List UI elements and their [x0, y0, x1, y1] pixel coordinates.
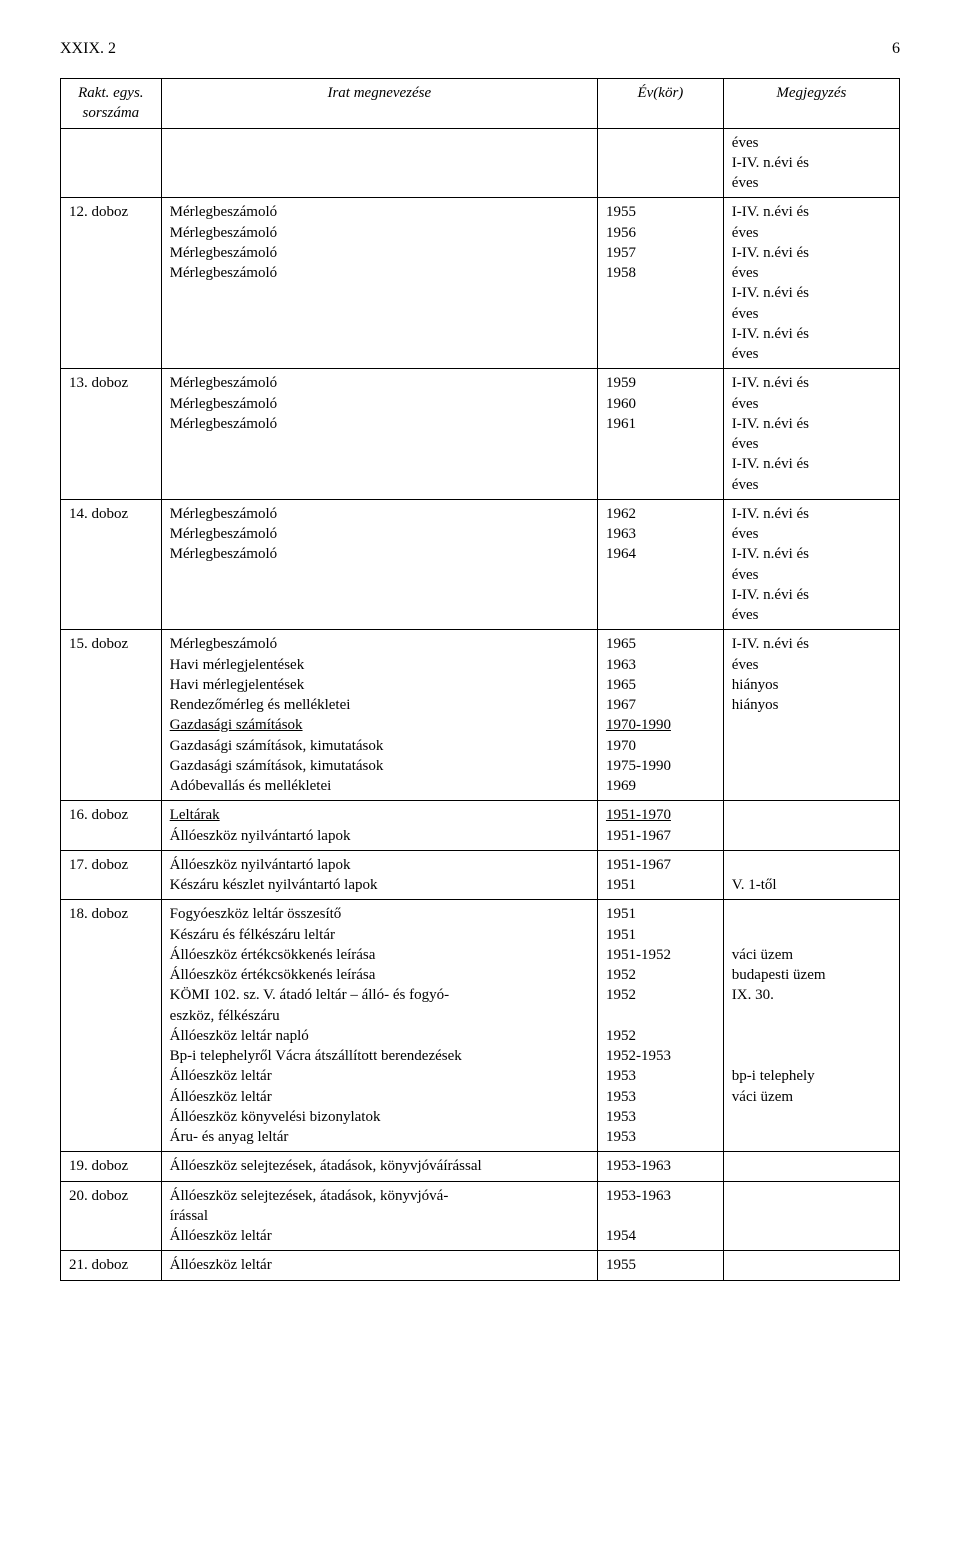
cell-megjegyzes: [723, 801, 899, 851]
cell-megjegyzes: évesI-IV. n.évi éséves: [723, 128, 899, 198]
table-row: 17. dobozÁllóeszköz nyilvántartó lapokKé…: [61, 850, 900, 900]
cell-irat: Állóeszköz selejtezések, átadások, könyv…: [161, 1152, 597, 1181]
table-row: 19. dobozÁllóeszköz selejtezések, átadás…: [61, 1152, 900, 1181]
cell-ev: 1955: [597, 1251, 723, 1280]
document-table: Rakt. egys. sorszáma Irat megnevezése Év…: [60, 78, 900, 1281]
cell-irat: MérlegbeszámolóMérlegbeszámolóMérlegbesz…: [161, 369, 597, 500]
cell-ev: 1953-1963: [597, 1152, 723, 1181]
cell-irat: MérlegbeszámolóMérlegbeszámolóMérlegbesz…: [161, 499, 597, 630]
cell-megjegyzes: I-IV. n.évi ésévesI-IV. n.évi ésévesI-IV…: [723, 499, 899, 630]
table-row: 20. dobozÁllóeszköz selejtezések, átadás…: [61, 1181, 900, 1251]
cell-label: 18. doboz: [61, 900, 162, 1152]
table-row: 15. dobozMérlegbeszámolóHavi mérlegjelen…: [61, 630, 900, 801]
table-row: évesI-IV. n.évi éséves: [61, 128, 900, 198]
cell-label: 21. doboz: [61, 1251, 162, 1280]
cell-irat: LeltárakÁllóeszköz nyilvántartó lapok: [161, 801, 597, 851]
header-right: 6: [892, 40, 900, 58]
header-left: XXIX. 2: [60, 40, 116, 58]
table-row: 12. dobozMérlegbeszámolóMérlegbeszámolóM…: [61, 198, 900, 369]
cell-irat: [161, 128, 597, 198]
cell-megjegyzes: [723, 1181, 899, 1251]
cell-label: 13. doboz: [61, 369, 162, 500]
cell-ev: 1951-19671951: [597, 850, 723, 900]
cell-irat: Fogyóeszköz leltár összesítőKészáru és f…: [161, 900, 597, 1152]
cell-irat: Állóeszköz nyilvántartó lapokKészáru kés…: [161, 850, 597, 900]
cell-ev: 195919601961: [597, 369, 723, 500]
cell-megjegyzes: I-IV. n.évi ésévesI-IV. n.évi ésévesI-IV…: [723, 369, 899, 500]
cell-label: 14. doboz: [61, 499, 162, 630]
table-row: 21. dobozÁllóeszköz leltár1955: [61, 1251, 900, 1280]
cell-irat: MérlegbeszámolóMérlegbeszámolóMérlegbesz…: [161, 198, 597, 369]
cell-megjegyzes: váci üzembudapesti üzemIX. 30. bp-i tele…: [723, 900, 899, 1152]
table-row: 13. dobozMérlegbeszámolóMérlegbeszámolóM…: [61, 369, 900, 500]
col-header-3: Megjegyzés: [723, 79, 899, 129]
page-header: XXIX. 2 6: [60, 40, 900, 58]
col-header-0: Rakt. egys. sorszáma: [61, 79, 162, 129]
cell-megjegyzes: I-IV. n.évi ésévesI-IV. n.évi ésévesI-IV…: [723, 198, 899, 369]
cell-ev: 1951-19701951-1967: [597, 801, 723, 851]
table-header-row: Rakt. egys. sorszáma Irat megnevezése Év…: [61, 79, 900, 129]
cell-ev: 19651963196519671970-199019701975-199019…: [597, 630, 723, 801]
cell-ev: 1953-1963 1954: [597, 1181, 723, 1251]
cell-ev: 195119511951-195219521952 19521952-19531…: [597, 900, 723, 1152]
cell-label: 15. doboz: [61, 630, 162, 801]
cell-ev: [597, 128, 723, 198]
col-header-1: Irat megnevezése: [161, 79, 597, 129]
cell-megjegyzes: [723, 1152, 899, 1181]
cell-label: [61, 128, 162, 198]
cell-ev: 1955195619571958: [597, 198, 723, 369]
table-row: 14. dobozMérlegbeszámolóMérlegbeszámolóM…: [61, 499, 900, 630]
cell-irat: MérlegbeszámolóHavi mérlegjelentésekHavi…: [161, 630, 597, 801]
cell-irat: Állóeszköz leltár: [161, 1251, 597, 1280]
table-row: 18. dobozFogyóeszköz leltár összesítőKés…: [61, 900, 900, 1152]
cell-label: 17. doboz: [61, 850, 162, 900]
cell-irat: Állóeszköz selejtezések, átadások, könyv…: [161, 1181, 597, 1251]
cell-label: 20. doboz: [61, 1181, 162, 1251]
cell-ev: 196219631964: [597, 499, 723, 630]
col-header-2: Év(kör): [597, 79, 723, 129]
cell-megjegyzes: V. 1-től: [723, 850, 899, 900]
cell-label: 16. doboz: [61, 801, 162, 851]
cell-label: 19. doboz: [61, 1152, 162, 1181]
cell-megjegyzes: [723, 1251, 899, 1280]
cell-label: 12. doboz: [61, 198, 162, 369]
table-row: 16. dobozLeltárakÁllóeszköz nyilvántartó…: [61, 801, 900, 851]
cell-megjegyzes: I-IV. n.évi éséveshiányoshiányos: [723, 630, 899, 801]
